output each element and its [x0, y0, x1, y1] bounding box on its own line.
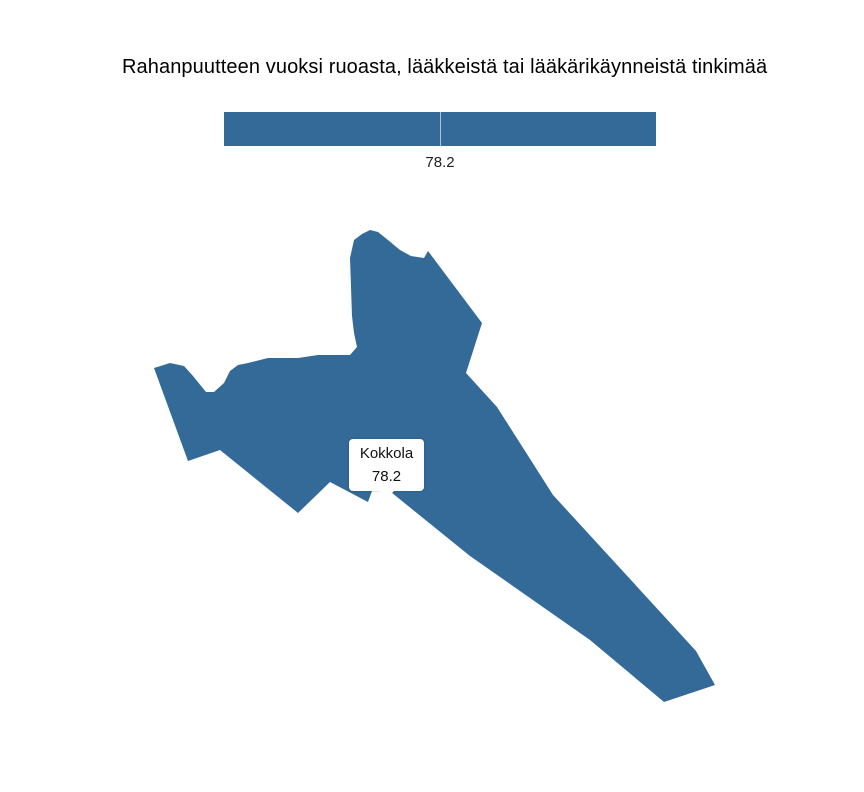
region-tooltip: Kokkola 78.2 [349, 439, 424, 491]
region-kokkola[interactable] [154, 230, 715, 702]
legend-tick-mark [440, 112, 441, 146]
map-title: Rahanpuutteen vuoksi ruoasta, lääkkeistä… [122, 56, 768, 78]
tooltip-region-value: 78.2 [371, 468, 402, 485]
tooltip-pointer [379, 490, 395, 498]
legend-value-label: 78.2 [425, 154, 455, 171]
tooltip-region-name: Kokkola [359, 445, 414, 462]
